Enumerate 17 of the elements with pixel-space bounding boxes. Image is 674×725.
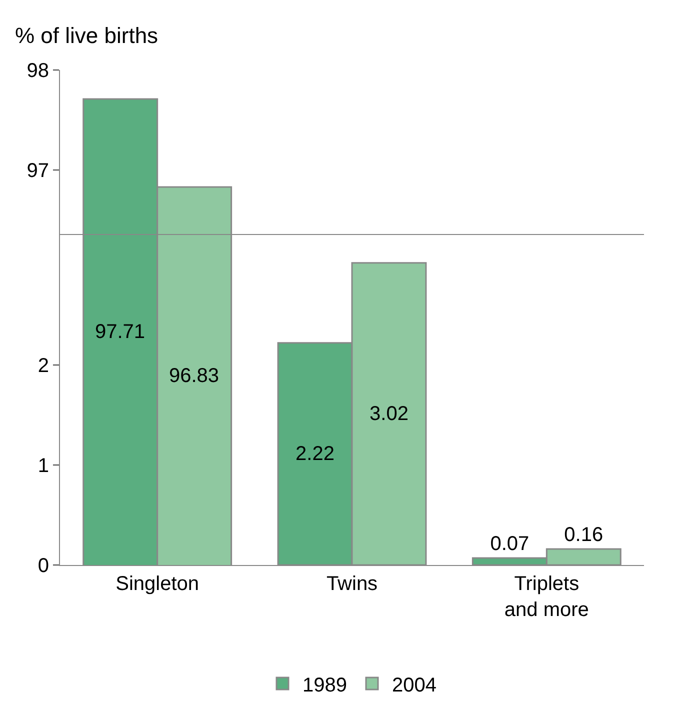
x-tick-label: Singleton <box>116 573 200 595</box>
y-tick-label: 1 <box>38 454 49 477</box>
data-label: 96.83 <box>169 365 220 387</box>
legend-label: 2004 <box>392 674 436 696</box>
data-label: 0.07 <box>490 532 530 555</box>
data-label: 97.71 <box>95 321 146 343</box>
data-label: 0.16 <box>564 524 604 546</box>
x-tick-label: Triplets and more <box>504 573 589 621</box>
y-tick-label: 98 <box>26 60 49 82</box>
data-label: 2.22 <box>296 442 334 465</box>
y-tick-label: 97 <box>26 160 49 182</box>
y-tick-label: 0 <box>38 555 49 578</box>
y-tick-label: 2 <box>38 354 49 377</box>
x-tick-label: Twins <box>326 573 378 595</box>
data-label: 3.02 <box>370 402 408 425</box>
y-axis-title: % of live births <box>15 23 158 48</box>
legend-label: 1989 <box>302 674 347 696</box>
